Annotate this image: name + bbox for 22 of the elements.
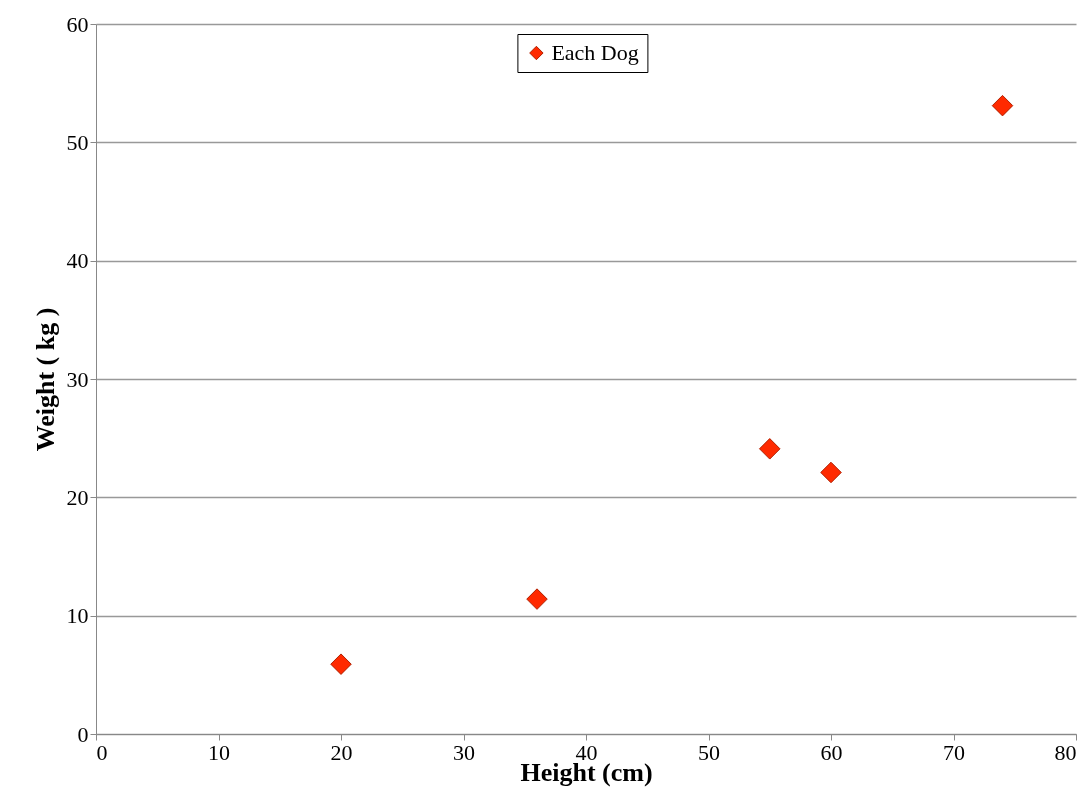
- y-tick-label: 40: [66, 248, 89, 274]
- x-tick-label: 20: [330, 739, 353, 765]
- point: [330, 653, 352, 675]
- x-tick-label: 60: [820, 739, 843, 765]
- legend-label: Each Dog: [551, 40, 639, 65]
- y-tick-label: 60: [66, 11, 89, 37]
- point: [820, 461, 842, 484]
- y-tick-label: 50: [66, 129, 89, 155]
- point: [991, 94, 1014, 117]
- x-tick-label: 30: [453, 739, 475, 765]
- x-tick-label: 70: [943, 739, 965, 765]
- point: [526, 588, 548, 610]
- y-tick-label: 20: [66, 484, 89, 510]
- y-axis-title: Weight ( kg ): [30, 307, 60, 452]
- y-tick-label: 0: [77, 721, 89, 747]
- point: [759, 438, 781, 460]
- x-tick-label: 10: [208, 739, 230, 765]
- x-tick-label: 80: [1054, 739, 1077, 765]
- y-tick-label: 10: [66, 603, 89, 629]
- x-tick-label: 0: [96, 739, 108, 765]
- x-tick-label: 50: [698, 739, 720, 765]
- y-tick-label: 30: [66, 366, 89, 392]
